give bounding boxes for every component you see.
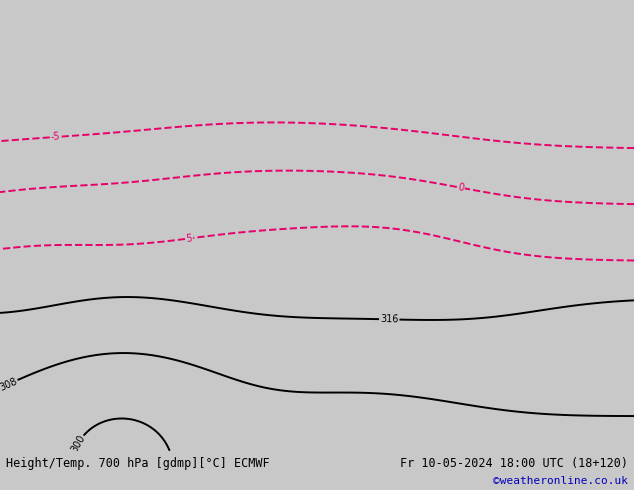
Text: Height/Temp. 700 hPa [gdmp][°C] ECMWF: Height/Temp. 700 hPa [gdmp][°C] ECMWF	[6, 457, 270, 469]
Text: 300: 300	[69, 434, 87, 454]
Text: 316: 316	[380, 314, 399, 324]
Text: Fr 10-05-2024 18:00 UTC (18+120): Fr 10-05-2024 18:00 UTC (18+120)	[399, 457, 628, 469]
Text: 308: 308	[0, 376, 18, 392]
Text: 0: 0	[457, 182, 465, 193]
Text: 5: 5	[185, 233, 193, 244]
Text: ©weatheronline.co.uk: ©weatheronline.co.uk	[493, 476, 628, 486]
Text: -5: -5	[50, 132, 61, 142]
